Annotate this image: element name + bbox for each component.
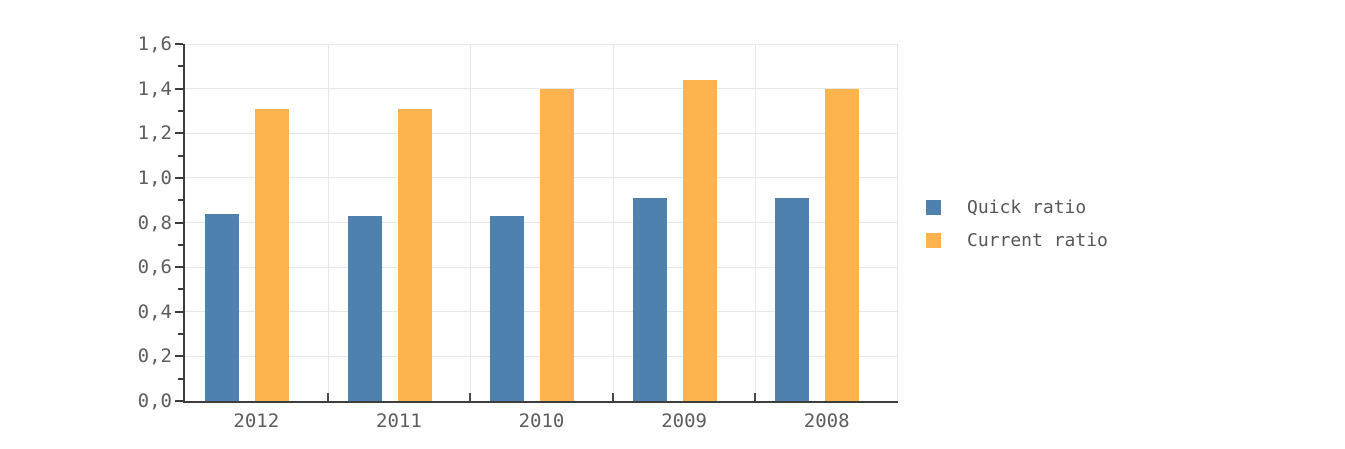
x-axis-tick — [754, 393, 757, 401]
gridline-vertical — [897, 44, 898, 401]
y-axis-tick-label: 1,2 — [137, 122, 172, 145]
y-axis-tick-label: 0,6 — [137, 256, 172, 279]
legend: Quick ratio Current ratio — [926, 196, 1108, 262]
y-axis-minor-tick — [178, 288, 183, 291]
y-axis-tick-label: 1,6 — [137, 33, 172, 55]
bar-quick-ratio-2008 — [775, 197, 810, 401]
y-axis-major-tick — [175, 310, 183, 313]
bar-quick-ratio-2010 — [490, 215, 525, 401]
y-axis-minor-tick — [178, 109, 183, 112]
legend-item-label: Quick ratio — [967, 196, 1087, 218]
x-axis-category-label: 2010 — [518, 410, 565, 432]
bar-quick-ratio-2011 — [347, 215, 382, 401]
gridline-horizontal — [185, 43, 898, 45]
bar-current-ratio-2010 — [540, 88, 575, 401]
y-axis-major-tick — [175, 87, 183, 90]
bar-current-ratio-2011 — [397, 108, 432, 401]
x-axis-tick — [326, 393, 329, 401]
y-axis-major-tick — [175, 400, 183, 402]
y-axis-minor-tick — [178, 199, 183, 202]
gridline-vertical — [612, 44, 614, 401]
y-axis-tick-label: 0,0 — [137, 390, 172, 412]
y-axis-tick-label: 0,8 — [137, 211, 172, 234]
gridline-vertical — [327, 44, 329, 401]
y-axis-major-tick — [175, 355, 183, 358]
y-axis-major-tick — [175, 176, 183, 179]
plot-area — [175, 43, 898, 403]
y-axis-tick-label: 1,4 — [137, 77, 172, 100]
legend-item-label: Current ratio — [967, 229, 1108, 251]
y-axis-major-tick — [175, 43, 183, 45]
bar-current-ratio-2012 — [255, 108, 289, 401]
y-axis-minor-tick — [178, 333, 183, 336]
bar-current-ratio-2008 — [825, 88, 860, 401]
bar-group-2009 — [613, 44, 756, 401]
y-axis-major-tick — [175, 221, 183, 224]
y-axis-tick-label: 1,0 — [137, 166, 172, 189]
bar-group-2012 — [185, 44, 328, 401]
y-axis-minor-tick — [178, 377, 183, 380]
legend-swatch-icon — [926, 199, 941, 215]
bar-quick-ratio-2012 — [205, 213, 239, 401]
bar-group-2008 — [755, 44, 898, 401]
y-axis-tick-label: 0,4 — [137, 300, 172, 323]
gridline-vertical — [470, 44, 472, 401]
legend-item-quick-ratio[interactable]: Quick ratio — [926, 196, 1108, 218]
y-axis-major-tick — [175, 132, 183, 135]
x-axis-tick — [611, 393, 614, 401]
y-axis-minor-tick — [178, 243, 183, 246]
legend-item-current-ratio[interactable]: Current ratio — [926, 229, 1108, 251]
legend-swatch-icon — [926, 232, 941, 248]
x-axis-category-label: 2008 — [803, 410, 850, 432]
y-axis-minor-tick — [178, 154, 183, 157]
x-axis-category-label: 2009 — [661, 410, 707, 432]
x-axis-tick — [469, 393, 472, 401]
x-axis-category-label: 2011 — [376, 410, 422, 432]
y-axis-tick-label: 0,2 — [137, 345, 172, 368]
bar-group-2011 — [328, 44, 471, 401]
x-axis-category-label: 2012 — [233, 410, 280, 432]
y-axis-minor-tick — [178, 65, 183, 68]
gridline-vertical — [755, 44, 757, 401]
bar-quick-ratio-2009 — [632, 197, 667, 401]
y-axis-major-tick — [175, 266, 183, 269]
bar-current-ratio-2009 — [682, 79, 717, 401]
bar-group-2010 — [470, 44, 613, 401]
